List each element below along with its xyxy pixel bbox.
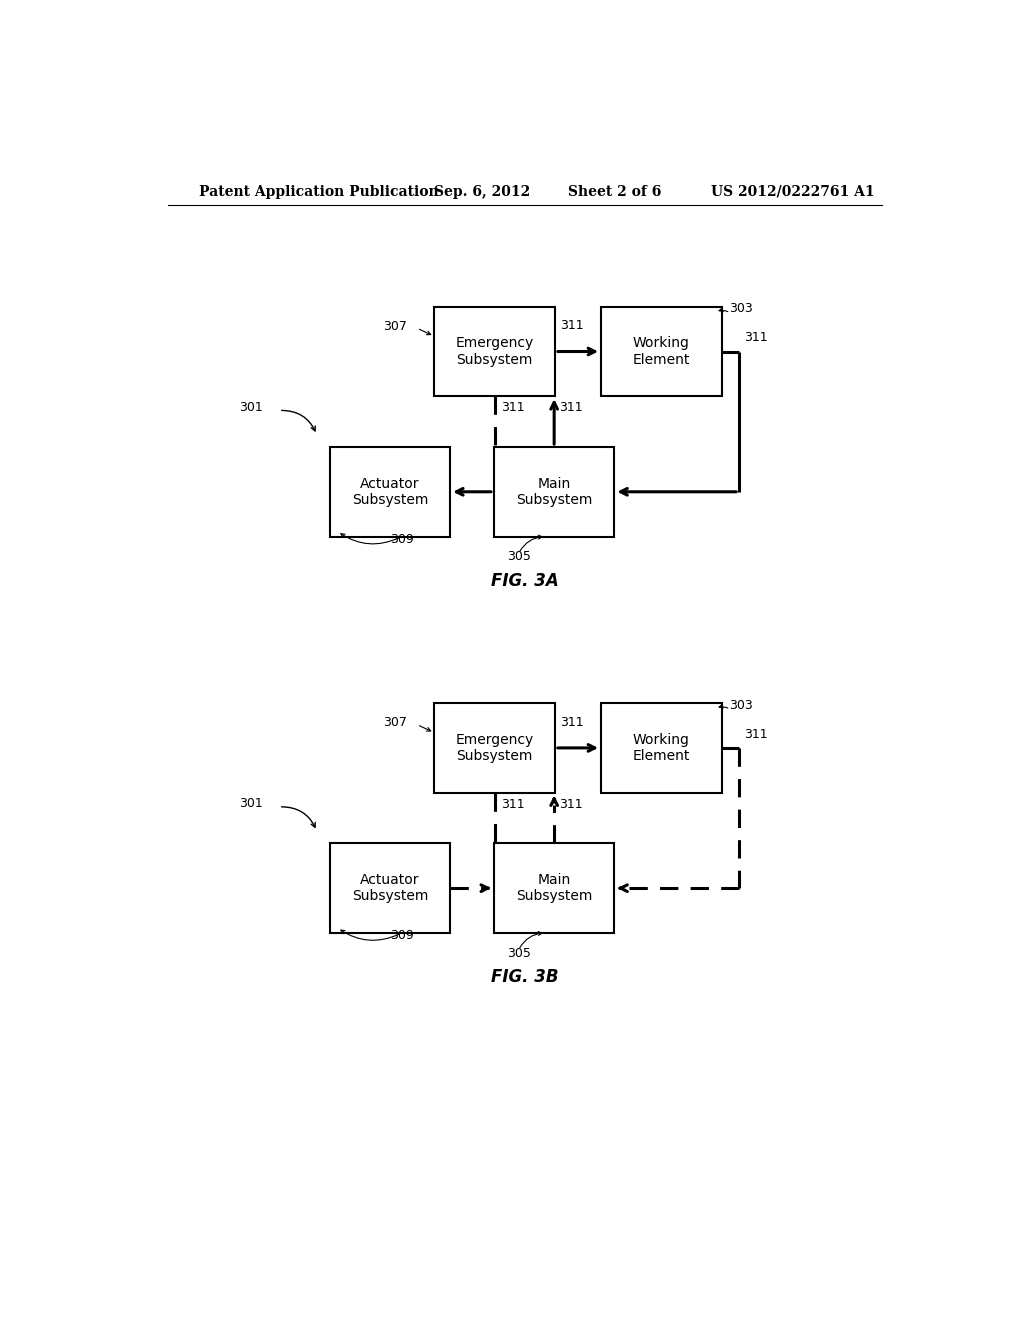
Text: FIG. 3B: FIG. 3B [492, 969, 558, 986]
Text: 311: 311 [501, 797, 524, 810]
Text: US 2012/0222761 A1: US 2012/0222761 A1 [712, 185, 874, 199]
Text: 303: 303 [729, 302, 754, 315]
Text: 303: 303 [729, 698, 754, 711]
FancyBboxPatch shape [330, 447, 451, 536]
FancyBboxPatch shape [494, 843, 614, 933]
Text: 311: 311 [560, 319, 584, 333]
Text: Main
Subsystem: Main Subsystem [516, 873, 592, 903]
Text: 307: 307 [383, 319, 408, 333]
Text: 311: 311 [743, 727, 767, 741]
Text: Emergency
Subsystem: Emergency Subsystem [456, 733, 534, 763]
Text: 301: 301 [240, 401, 263, 414]
FancyBboxPatch shape [494, 447, 614, 536]
Text: Working
Element: Working Element [633, 337, 690, 367]
Text: FIG. 3A: FIG. 3A [490, 572, 559, 590]
FancyBboxPatch shape [330, 843, 451, 933]
Text: 311: 311 [743, 331, 767, 345]
Text: 301: 301 [240, 797, 263, 810]
Text: Sep. 6, 2012: Sep. 6, 2012 [433, 185, 529, 199]
Text: 307: 307 [383, 715, 408, 729]
Text: 311: 311 [501, 401, 524, 414]
Text: Actuator
Subsystem: Actuator Subsystem [351, 873, 428, 903]
Text: Working
Element: Working Element [633, 733, 690, 763]
Text: Patent Application Publication: Patent Application Publication [200, 185, 439, 199]
FancyBboxPatch shape [601, 306, 722, 396]
Text: 305: 305 [507, 550, 531, 564]
Text: Main
Subsystem: Main Subsystem [516, 477, 592, 507]
Text: 311: 311 [559, 797, 583, 810]
Text: 309: 309 [390, 533, 414, 546]
Text: Sheet 2 of 6: Sheet 2 of 6 [568, 185, 662, 199]
Text: 311: 311 [559, 401, 583, 414]
Text: Actuator
Subsystem: Actuator Subsystem [351, 477, 428, 507]
FancyBboxPatch shape [434, 704, 555, 792]
FancyBboxPatch shape [601, 704, 722, 792]
Text: 309: 309 [390, 929, 414, 942]
Text: Emergency
Subsystem: Emergency Subsystem [456, 337, 534, 367]
Text: 305: 305 [507, 946, 531, 960]
FancyBboxPatch shape [434, 306, 555, 396]
Text: 311: 311 [560, 715, 584, 729]
